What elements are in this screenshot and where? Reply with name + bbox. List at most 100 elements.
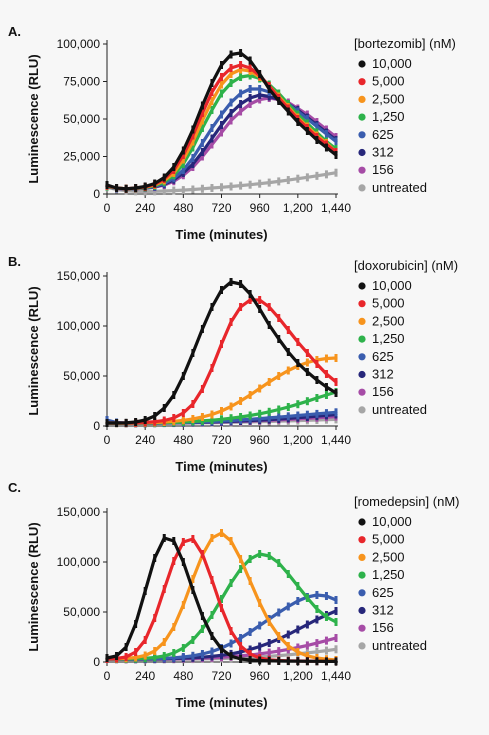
data-point — [277, 559, 281, 567]
data-point — [305, 594, 309, 602]
data-point — [210, 632, 214, 640]
data-point — [277, 314, 281, 322]
data-point — [258, 91, 262, 99]
data-point — [210, 647, 214, 656]
x-tick-label: 240 — [135, 433, 155, 447]
data-point — [239, 413, 243, 421]
data-point — [277, 632, 281, 640]
data-point — [324, 354, 328, 363]
y-tick-label: 50,000 — [63, 112, 100, 126]
data-point — [134, 620, 138, 628]
legend-item-5000: 5,000 — [358, 296, 405, 311]
data-point — [315, 171, 319, 180]
data-point — [229, 537, 233, 545]
x-tick-label: 720 — [211, 433, 231, 447]
legend-marker — [358, 335, 366, 343]
x-axis-title: Time (minutes) — [175, 459, 267, 474]
data-point — [200, 109, 204, 117]
data-point — [229, 116, 233, 125]
data-point — [286, 642, 290, 650]
y-axis-title: Luminescence (RLU) — [26, 286, 41, 415]
x-tick-label: 720 — [211, 669, 231, 683]
data-point — [162, 187, 166, 195]
x-tick-label: 480 — [173, 433, 193, 447]
data-point — [258, 85, 262, 93]
data-point — [162, 652, 166, 660]
legend-marker — [358, 589, 366, 597]
data-point — [277, 651, 281, 660]
data-point — [172, 414, 176, 422]
x-axis-title: Time (minutes) — [175, 227, 267, 242]
legend-marker — [358, 642, 366, 650]
legend-marker — [358, 113, 366, 121]
legend-label: 2,500 — [372, 313, 405, 328]
data-point — [191, 586, 195, 594]
data-point — [267, 552, 271, 560]
data-point — [210, 364, 214, 372]
data-point — [258, 296, 262, 304]
data-point — [267, 618, 271, 626]
data-point — [324, 143, 328, 152]
data-point — [258, 409, 262, 418]
data-point — [210, 97, 214, 105]
data-point — [200, 101, 204, 110]
data-point — [153, 554, 157, 562]
data-point — [239, 565, 243, 573]
data-point — [181, 558, 185, 566]
data-point — [229, 318, 233, 326]
data-point — [296, 625, 300, 634]
legend-label: untreated — [372, 402, 427, 417]
data-point — [181, 186, 185, 195]
y-tick-label: 75,000 — [63, 75, 100, 89]
data-point — [220, 407, 223, 415]
data-point — [286, 650, 290, 659]
data-point — [239, 61, 243, 69]
data-point — [296, 643, 300, 652]
data-point — [239, 634, 243, 642]
y-tick-label: 0 — [93, 187, 100, 201]
x-tick-label: 1,200 — [283, 201, 313, 215]
data-point — [210, 611, 214, 619]
data-point — [324, 391, 328, 399]
legend: [romedepsin] (nM) 10,000 5,000 2,500 1,250 62… — [354, 494, 459, 653]
data-point — [258, 599, 262, 607]
x-tick-label: 960 — [250, 669, 270, 683]
data-point — [258, 95, 262, 104]
data-point — [267, 303, 271, 311]
data-point — [143, 587, 147, 595]
data-point — [334, 354, 338, 362]
data-point — [200, 413, 204, 421]
x-tick-label: 0 — [104, 669, 111, 683]
data-point — [248, 94, 252, 102]
legend-title: [romedepsin] (nM) — [354, 494, 459, 509]
data-point — [315, 615, 319, 624]
data-point — [286, 657, 290, 666]
data-point — [277, 177, 281, 186]
data-point — [334, 645, 338, 654]
data-point — [105, 654, 109, 662]
x-tick-label: 1,440 — [321, 201, 351, 215]
data-point — [296, 400, 300, 409]
data-point — [220, 121, 223, 129]
data-point — [248, 64, 252, 72]
data-point — [229, 79, 233, 87]
data-point — [210, 416, 214, 425]
data-point — [191, 651, 195, 660]
data-point — [324, 370, 328, 378]
legend-item-625: 625 — [358, 585, 394, 600]
data-point — [258, 414, 262, 423]
data-point — [334, 151, 338, 159]
legend-label: 5,000 — [372, 74, 405, 89]
legend-marker — [358, 406, 366, 414]
data-point — [191, 125, 195, 134]
data-point — [305, 115, 309, 123]
chart-panel-3: C. 0 50,000 100,000 150,000 0 240 480 720 960 1,20… — [8, 480, 459, 710]
data-point — [267, 656, 271, 665]
y-tick-label: 25,000 — [63, 150, 100, 164]
data-point — [200, 184, 204, 193]
data-point — [248, 656, 252, 664]
data-point — [239, 555, 243, 563]
data-point — [277, 97, 281, 105]
data-point — [258, 70, 262, 78]
